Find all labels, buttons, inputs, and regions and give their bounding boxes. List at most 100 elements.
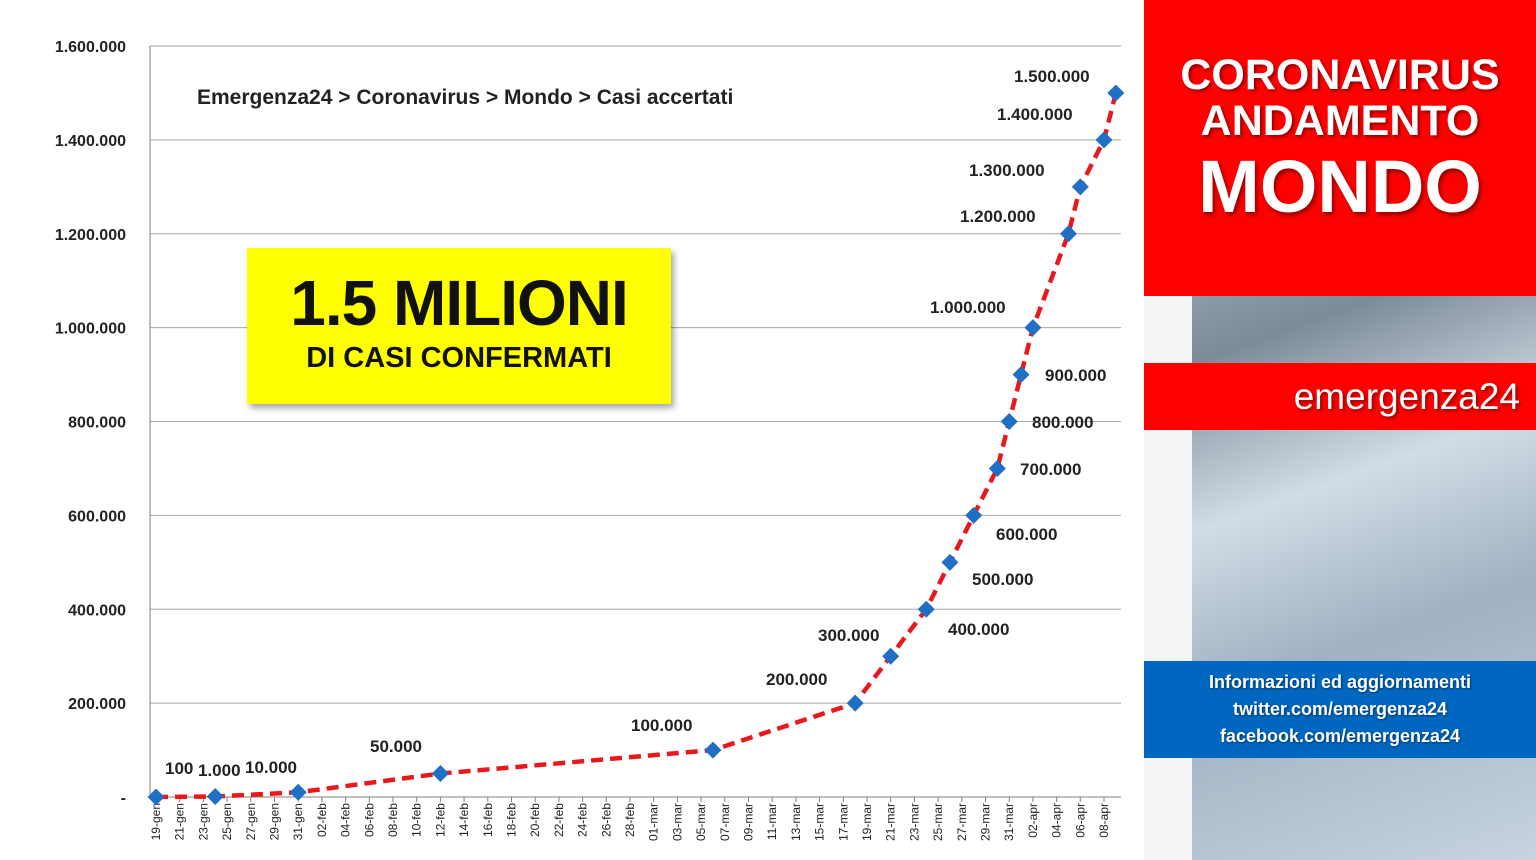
- data-point-marker: [917, 600, 935, 618]
- data-label: 1.500.000: [1014, 67, 1090, 86]
- data-point-marker: [1107, 84, 1125, 102]
- data-point-marker: [1012, 366, 1030, 384]
- data-label: 900.000: [1045, 366, 1106, 385]
- chart-area: - 200.000 400.000 600.000 800.000 1.000.000 1.…: [54, 39, 1125, 842]
- data-label: 1.300.000: [969, 161, 1045, 180]
- data-label: 50.000: [370, 737, 422, 756]
- data-label: 10.000: [245, 758, 297, 777]
- x-tick-label: 31-mar: [1002, 803, 1016, 841]
- x-tick-label: 10-feb: [410, 803, 424, 837]
- data-label: 1.000.000: [930, 298, 1006, 317]
- x-tick-label: 02-feb: [315, 803, 329, 837]
- brand-banner: emergenza24: [1144, 363, 1536, 430]
- side-panel: CORONAVIRUS ANDAMENTO MONDO emergenza24 …: [1144, 0, 1536, 860]
- x-tick-labels: 19-gen 21-gen 23-gen 25-gen 27-gen 29-gen 31-g…: [149, 803, 1111, 841]
- x-tick-label: 04-apr: [1050, 803, 1064, 838]
- y-tick-label: -: [121, 790, 126, 807]
- data-point-marker: [1059, 225, 1077, 243]
- x-tick-label: 02-apr: [1026, 803, 1040, 838]
- info-line-facebook[interactable]: facebook.com/emergenza24: [1219, 726, 1461, 746]
- data-label: 100: [165, 759, 193, 778]
- x-tick-label: 19-gen: [149, 803, 163, 840]
- highlight-headline: 1.5 MILIONI: [290, 267, 629, 339]
- data-label: 1.200.000: [960, 207, 1036, 226]
- data-label: 600.000: [996, 525, 1057, 544]
- brand-name: emergenza24: [1293, 376, 1520, 417]
- x-tick-label: 12-feb: [433, 803, 447, 837]
- info-line-1: Informazioni ed aggiornamenti: [1208, 672, 1472, 692]
- data-label: 800.000: [1032, 413, 1093, 432]
- data-point-marker: [882, 647, 900, 665]
- x-tick-label: 22-feb: [552, 803, 566, 837]
- x-tick-label: 23-mar: [907, 803, 921, 841]
- x-tick-label: 09-mar: [742, 803, 756, 841]
- x-tick-label: 01-mar: [647, 803, 661, 841]
- data-point-marker: [289, 783, 307, 801]
- x-tick-label: 11-mar: [765, 803, 779, 840]
- y-tick-label: 1.400.000: [55, 133, 126, 150]
- data-point-marker: [1024, 319, 1042, 337]
- x-tick-label: 13-mar: [789, 803, 803, 841]
- highlight-callout: 1.5 MILIONI DI CASI CONFERMATI: [247, 248, 671, 404]
- x-tick-label: 18-feb: [505, 803, 519, 837]
- data-label: 1.000: [198, 761, 241, 780]
- x-tick-label: 21-mar: [884, 803, 898, 841]
- x-tick-label: 25-gen: [220, 803, 234, 840]
- line-chart: - 200.000 400.000 600.000 800.000 1.000.000 1.…: [55, 39, 1125, 841]
- data-label: 1.400.000: [997, 105, 1073, 124]
- x-tick-label: 17-mar: [836, 803, 850, 841]
- axes: [149, 46, 1121, 802]
- x-tick-label: 15-mar: [813, 803, 827, 841]
- x-tick-label: 28-feb: [623, 803, 637, 837]
- x-tick-label: 25-mar: [931, 803, 945, 841]
- y-tick-label: 1.600.000: [55, 39, 126, 56]
- data-labels: 100 1.000 10.000 50.000 100.000 200.000 300.00…: [165, 67, 1106, 780]
- y-tick-label: 1.000.000: [55, 321, 126, 338]
- y-tick-label: 200.000: [68, 696, 126, 713]
- data-label: 500.000: [972, 570, 1033, 589]
- info-line-twitter[interactable]: twitter.com/emergenza24: [1232, 699, 1448, 719]
- data-point-marker: [147, 788, 165, 806]
- data-point-marker: [431, 765, 449, 783]
- data-point-marker: [704, 741, 722, 759]
- data-point-marker: [965, 506, 983, 524]
- x-tick-label: 06-apr: [1073, 803, 1087, 838]
- x-tick-label: 24-feb: [576, 803, 590, 837]
- y-tick-label: 800.000: [68, 415, 126, 432]
- x-tick-label: 29-mar: [979, 803, 993, 841]
- x-tick-label: 19-mar: [860, 803, 874, 841]
- data-label: 100.000: [631, 716, 692, 735]
- data-point-marker: [846, 694, 864, 712]
- data-point-marker: [1000, 413, 1018, 430]
- x-tick-label: 04-feb: [339, 803, 353, 837]
- series-path: [155, 92, 1119, 800]
- series-line: [155, 92, 1119, 800]
- series-markers: [147, 84, 1125, 806]
- x-tick-label: 27-mar: [955, 803, 969, 841]
- y-tick-label: 1.200.000: [55, 227, 126, 244]
- highlight-subline: DI CASI CONFERMATI: [306, 342, 612, 374]
- x-tick-label: 21-gen: [173, 803, 187, 840]
- banner-title-line2: ANDAMENTO: [1200, 97, 1480, 145]
- banner-title-line3: MONDO: [1198, 145, 1482, 228]
- info-banner: Informazioni ed aggiornamenti twitter.co…: [1144, 661, 1536, 758]
- x-tick-label: 08-feb: [386, 803, 400, 837]
- banner-title-line1: CORONAVIRUS: [1180, 51, 1500, 99]
- data-label: 700.000: [1020, 460, 1081, 479]
- x-tick-label: 16-feb: [481, 803, 495, 837]
- x-tick-label: 29-gen: [268, 803, 282, 840]
- x-tick-label: 05-mar: [694, 803, 708, 841]
- chart-title: Emergenza24 > Coronavirus > Mondo > Casi…: [197, 86, 733, 109]
- data-point-marker: [941, 553, 959, 571]
- x-tick-label: 20-feb: [528, 803, 542, 837]
- y-tick-labels: - 200.000 400.000 600.000 800.000 1.000.000 1.…: [55, 39, 126, 807]
- data-point-marker: [1071, 178, 1089, 196]
- data-point-marker: [988, 459, 1006, 477]
- x-tick-label: 14-feb: [457, 803, 471, 837]
- x-tick-label: 31-gen: [291, 803, 305, 840]
- data-point-marker: [1095, 131, 1113, 149]
- x-tick-label: 03-mar: [670, 803, 684, 841]
- x-tick-label: 26-feb: [599, 803, 613, 837]
- y-tick-label: 400.000: [68, 602, 126, 619]
- data-label: 400.000: [948, 620, 1009, 639]
